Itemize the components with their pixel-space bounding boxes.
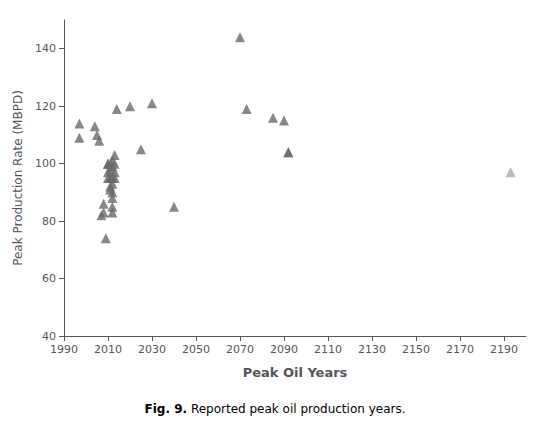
svg-text:140: 140 [35, 42, 56, 55]
svg-text:Peak Production Rate (MBPD): Peak Production Rate (MBPD) [11, 90, 25, 266]
svg-text:Fig. 9.: Fig. 9. [145, 402, 188, 416]
svg-text:2070: 2070 [226, 343, 254, 356]
svg-text:2050: 2050 [182, 343, 210, 356]
svg-text:80: 80 [42, 215, 56, 228]
svg-text:2190: 2190 [490, 343, 518, 356]
svg-text:2150: 2150 [402, 343, 430, 356]
svg-text:Peak Oil Years: Peak Oil Years [243, 365, 348, 380]
svg-text:2130: 2130 [358, 343, 386, 356]
svg-text:100: 100 [35, 157, 56, 170]
svg-text:2030: 2030 [138, 343, 166, 356]
svg-text:2010: 2010 [94, 343, 122, 356]
svg-text:2110: 2110 [314, 343, 342, 356]
svg-text:120: 120 [35, 100, 56, 113]
svg-text:Reported peak oil production y: Reported peak oil production years. [187, 402, 405, 416]
svg-text:1990: 1990 [50, 343, 78, 356]
svg-text:2090: 2090 [270, 343, 298, 356]
svg-text:40: 40 [42, 330, 56, 343]
svg-text:2170: 2170 [446, 343, 474, 356]
svg-text:60: 60 [42, 272, 56, 285]
